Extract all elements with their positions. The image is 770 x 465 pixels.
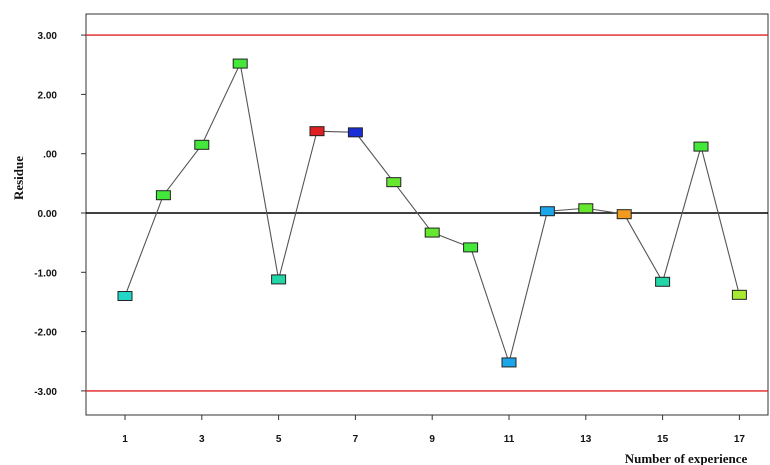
data-point-marker bbox=[117, 291, 133, 302]
y-tick-label: -1.00 bbox=[34, 268, 57, 279]
x-axis-title: Number of experience bbox=[625, 451, 748, 465]
data-point-marker bbox=[501, 357, 517, 368]
data-point-marker bbox=[232, 58, 248, 69]
x-tick-label: 13 bbox=[580, 434, 592, 445]
data-point-marker bbox=[309, 126, 325, 137]
data-point-marker bbox=[194, 139, 210, 150]
x-tick-label: 7 bbox=[353, 434, 359, 445]
data-point-marker bbox=[539, 206, 555, 217]
data-point-marker bbox=[616, 209, 632, 220]
data-point-marker bbox=[693, 141, 709, 152]
plot-frame bbox=[85, 13, 769, 416]
data-point-marker bbox=[731, 289, 747, 300]
y-tick-label: 2.00 bbox=[38, 90, 58, 101]
x-tick-label: 3 bbox=[199, 434, 205, 445]
x-tick-label: 5 bbox=[276, 434, 282, 445]
x-tick-label: 9 bbox=[429, 434, 435, 445]
y-tick-label: .00 bbox=[43, 150, 57, 161]
data-point-marker bbox=[155, 190, 171, 201]
data-point-marker bbox=[424, 227, 440, 238]
x-tick-label: 15 bbox=[657, 434, 669, 445]
x-tick-label: 17 bbox=[734, 434, 746, 445]
data-point-marker bbox=[578, 203, 594, 214]
y-tick-label: -2.00 bbox=[34, 328, 57, 339]
y-tick-label: 0.00 bbox=[38, 209, 58, 220]
y-axis-title: Residue bbox=[11, 156, 26, 200]
data-point-marker bbox=[463, 242, 479, 253]
x-tick-label: 1 bbox=[122, 434, 128, 445]
data-point-marker bbox=[655, 276, 671, 287]
x-tick-label: 11 bbox=[504, 434, 515, 445]
y-tick-label: 3.00 bbox=[38, 31, 58, 42]
data-point-marker bbox=[347, 127, 363, 138]
data-point-marker bbox=[386, 177, 402, 188]
data-point-marker bbox=[271, 274, 287, 285]
y-tick-label: -3.00 bbox=[34, 387, 57, 398]
